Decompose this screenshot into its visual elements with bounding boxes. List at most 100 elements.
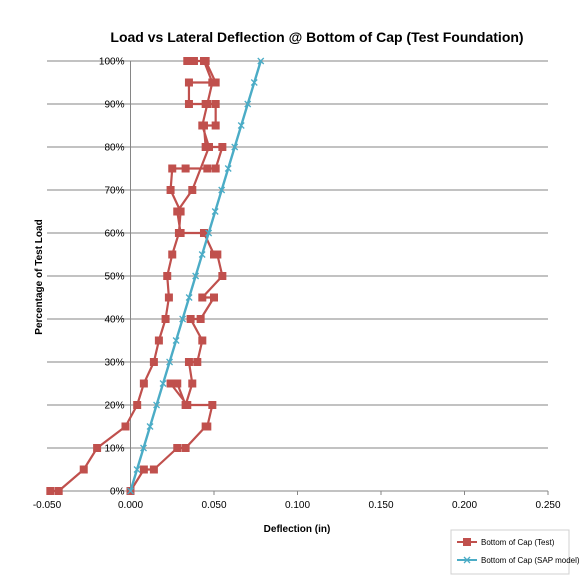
data-point bbox=[93, 444, 102, 452]
data-point bbox=[198, 121, 207, 130]
data-point bbox=[146, 423, 154, 430]
y-axis-ticks: 0% 10% 20% 30% 40% 50% 60% 70% 80% 90% 100% bbox=[99, 57, 131, 498]
data-point-b bbox=[127, 487, 134, 495]
x-tick-label: 0.150 bbox=[368, 500, 393, 511]
legend-entry: Bottom of Cap (SAP model) bbox=[481, 556, 580, 565]
data-point-b bbox=[231, 143, 239, 151]
data-point bbox=[185, 294, 193, 301]
legend-entry: Bottom of Cap (Test) bbox=[481, 538, 555, 547]
y-tick-label: 60% bbox=[104, 229, 124, 240]
data-point-b bbox=[218, 186, 226, 194]
data-point bbox=[201, 422, 210, 431]
data-point bbox=[163, 272, 172, 280]
data-point bbox=[183, 401, 192, 409]
data-point bbox=[231, 143, 239, 151]
data-point-b bbox=[140, 444, 147, 452]
data-point bbox=[203, 164, 212, 173]
data-point-b bbox=[185, 294, 193, 301]
data-point-b bbox=[224, 165, 232, 172]
y-tick-label: 30% bbox=[104, 358, 124, 369]
data-point-b bbox=[250, 79, 258, 86]
data-point bbox=[198, 293, 207, 302]
data-point-b bbox=[133, 466, 141, 473]
data-point bbox=[173, 379, 182, 388]
data-point bbox=[181, 164, 190, 173]
y-tick-label: 70% bbox=[104, 186, 124, 197]
data-point bbox=[168, 164, 177, 173]
data-point bbox=[211, 100, 220, 108]
data-point-b bbox=[198, 251, 206, 258]
data-point bbox=[133, 466, 141, 473]
data-point-b bbox=[211, 208, 219, 215]
data-point bbox=[127, 487, 134, 495]
data-point bbox=[211, 164, 220, 173]
data-point bbox=[210, 293, 218, 302]
data-point bbox=[218, 272, 227, 280]
data-point bbox=[198, 251, 206, 258]
data-point bbox=[211, 208, 219, 215]
data-point bbox=[244, 100, 252, 108]
data-point bbox=[159, 380, 167, 387]
data-point bbox=[188, 379, 197, 388]
x-tick-label: 0.000 bbox=[118, 500, 143, 511]
data-point-b bbox=[153, 401, 161, 409]
y-tick-label: 80% bbox=[104, 143, 124, 154]
data-point bbox=[121, 422, 130, 431]
y-tick-label: 50% bbox=[104, 272, 124, 283]
data-point-b bbox=[237, 122, 245, 129]
data-point bbox=[173, 444, 182, 452]
data-point-b bbox=[179, 315, 187, 323]
chart-title: Load vs Lateral Deflection @ Bottom of C… bbox=[110, 29, 523, 45]
y-tick-label: 40% bbox=[104, 315, 124, 326]
data-point bbox=[164, 293, 173, 302]
legend-box bbox=[450, 529, 570, 575]
y-tick-label: 20% bbox=[104, 401, 124, 412]
data-point bbox=[198, 336, 207, 345]
data-point bbox=[196, 315, 205, 323]
series bbox=[46, 57, 265, 495]
data-point bbox=[154, 336, 163, 345]
data-point-b bbox=[166, 358, 174, 366]
data-point-b bbox=[172, 337, 180, 344]
data-point-b bbox=[257, 57, 265, 65]
data-point-b bbox=[244, 100, 252, 108]
data-point bbox=[224, 165, 232, 172]
data-point bbox=[237, 122, 245, 129]
legend-swatch-marker-b bbox=[463, 556, 471, 564]
x-tick-label: 0.100 bbox=[285, 500, 310, 511]
series-1 bbox=[127, 57, 265, 495]
y-tick-label: 90% bbox=[104, 100, 124, 111]
y-tick-label: 10% bbox=[104, 444, 124, 455]
x-axis-label: Deflection (in) bbox=[264, 524, 331, 535]
data-point bbox=[166, 379, 175, 388]
data-point bbox=[257, 57, 265, 65]
x-tick-label: -0.050 bbox=[33, 500, 62, 511]
grid-lines bbox=[47, 60, 548, 449]
x-tick-label: 0.250 bbox=[535, 500, 560, 511]
legend-swatch-marker bbox=[463, 538, 471, 546]
data-point bbox=[250, 79, 258, 86]
data-point bbox=[184, 358, 193, 366]
data-point bbox=[79, 465, 88, 474]
data-point bbox=[172, 337, 180, 344]
data-point bbox=[184, 78, 193, 87]
x-tick-label: 0.200 bbox=[452, 500, 477, 511]
data-point bbox=[149, 358, 158, 366]
data-point bbox=[176, 229, 185, 237]
data-point bbox=[139, 379, 148, 388]
data-point bbox=[199, 57, 208, 65]
data-point bbox=[181, 444, 190, 452]
data-point bbox=[153, 401, 161, 409]
x-tick-label: 0.050 bbox=[201, 500, 226, 511]
data-point bbox=[213, 250, 222, 259]
data-point-b bbox=[146, 423, 154, 430]
data-point bbox=[184, 100, 193, 108]
legend: Bottom of Cap (Test) Bottom of Cap (SAP m… bbox=[450, 529, 580, 575]
data-point-b bbox=[159, 380, 167, 387]
data-point bbox=[166, 186, 175, 194]
data-point bbox=[188, 186, 197, 194]
data-point bbox=[161, 315, 170, 323]
y-tick-label: 100% bbox=[99, 57, 125, 68]
